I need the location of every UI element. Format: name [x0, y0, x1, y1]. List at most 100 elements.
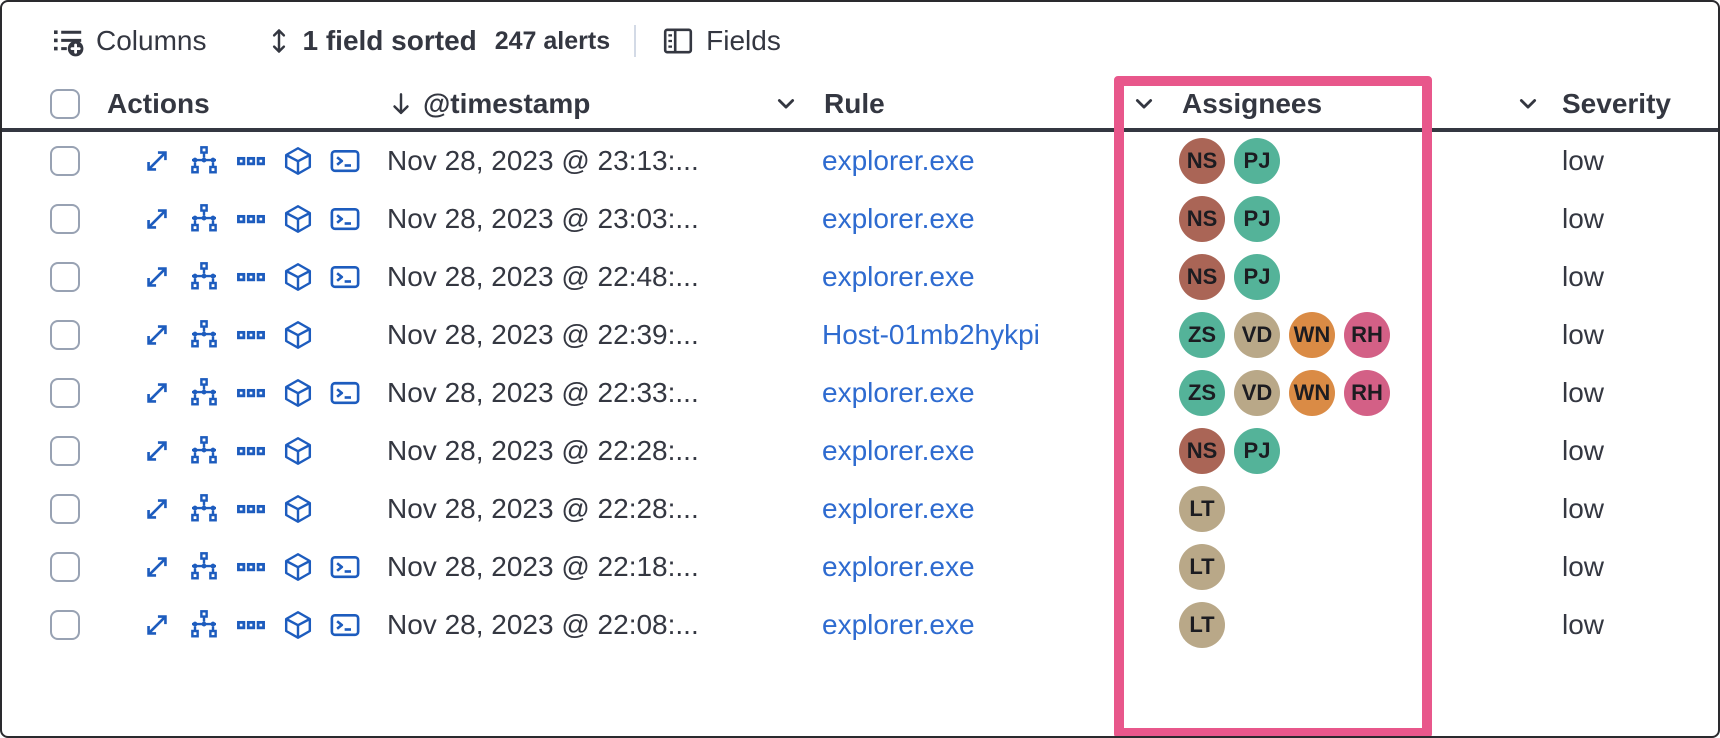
assignee-avatar[interactable]: VD	[1234, 370, 1280, 416]
console-button[interactable]	[330, 146, 360, 176]
more-actions-button[interactable]	[236, 378, 266, 408]
rule-link[interactable]: explorer.exe	[822, 435, 975, 466]
row-checkbox[interactable]	[50, 146, 80, 176]
assignee-avatar[interactable]: VD	[1234, 312, 1280, 358]
analyze-event-button[interactable]	[189, 320, 219, 350]
sorted-fields-button[interactable]: 1 field sorted	[264, 25, 477, 57]
session-view-button[interactable]	[283, 146, 313, 176]
row-checkbox[interactable]	[50, 552, 80, 582]
assignee-avatar[interactable]: LT	[1179, 544, 1225, 590]
alerts-toolbar: Columns 1 field sorted 247 alerts Fields	[2, 2, 1718, 80]
assignee-avatar[interactable]: PJ	[1234, 196, 1280, 242]
analyze-event-button[interactable]	[189, 552, 219, 582]
severity-cell: low	[1562, 377, 1605, 408]
expand-alert-button[interactable]	[142, 378, 172, 408]
rule-link[interactable]: explorer.exe	[822, 203, 975, 234]
expand-alert-button[interactable]	[142, 610, 172, 640]
rule-link[interactable]: explorer.exe	[822, 493, 975, 524]
assignee-avatar[interactable]: NS	[1179, 254, 1225, 300]
analyze-event-button[interactable]	[189, 436, 219, 466]
assignee-avatar[interactable]: WN	[1289, 312, 1335, 358]
row-checkbox[interactable]	[50, 610, 80, 640]
console-button[interactable]	[330, 610, 360, 640]
assignee-avatar[interactable]: NS	[1179, 196, 1225, 242]
rule-link[interactable]: explorer.exe	[822, 261, 975, 292]
session-view-button[interactable]	[283, 204, 313, 234]
rule-link[interactable]: explorer.exe	[822, 377, 975, 408]
assignee-avatar[interactable]: NS	[1179, 428, 1225, 474]
session-view-button[interactable]	[283, 378, 313, 408]
console-button[interactable]	[330, 552, 360, 582]
row-checkbox[interactable]	[50, 262, 80, 292]
columns-button[interactable]: Columns	[52, 25, 206, 57]
analyze-event-button[interactable]	[189, 204, 219, 234]
expand-alert-button[interactable]	[142, 552, 172, 582]
table-row: Nov 28, 2023 @ 22:08:... explorer.exe LT…	[2, 596, 1718, 654]
assignees-cell: LT	[1130, 544, 1514, 590]
console-button[interactable]	[330, 262, 360, 292]
console-button[interactable]	[330, 204, 360, 234]
row-checkbox[interactable]	[50, 378, 80, 408]
more-actions-button[interactable]	[236, 146, 266, 176]
more-actions-button[interactable]	[236, 494, 266, 524]
header-assignees[interactable]: Assignees	[1130, 88, 1514, 120]
expand-alert-button[interactable]	[142, 436, 172, 466]
rule-link[interactable]: explorer.exe	[822, 551, 975, 582]
assignee-avatar[interactable]: ZS	[1179, 312, 1225, 358]
session-view-button[interactable]	[283, 494, 313, 524]
session-view-cube-icon	[284, 379, 312, 407]
header-timestamp[interactable]: @timestamp	[387, 88, 772, 120]
expand-alert-button[interactable]	[142, 320, 172, 350]
chevron-down-icon[interactable]	[1130, 90, 1158, 118]
session-view-button[interactable]	[283, 436, 313, 466]
assignee-avatar[interactable]: RH	[1344, 312, 1390, 358]
more-actions-button[interactable]	[236, 320, 266, 350]
header-severity-label: Severity	[1562, 88, 1671, 119]
rule-link[interactable]: Host-01mb2hykpi	[822, 319, 1040, 350]
more-actions-button[interactable]	[236, 436, 266, 466]
assignee-avatar[interactable]: NS	[1179, 138, 1225, 184]
more-actions-button[interactable]	[236, 610, 266, 640]
header-rule[interactable]: Rule	[772, 88, 1130, 120]
expand-alert-button[interactable]	[142, 204, 172, 234]
row-checkbox[interactable]	[50, 204, 80, 234]
console-icon	[330, 265, 360, 289]
analyze-event-button[interactable]	[189, 378, 219, 408]
more-actions-button[interactable]	[236, 552, 266, 582]
assignee-avatar[interactable]: LT	[1179, 602, 1225, 648]
assignee-avatar[interactable]: LT	[1179, 486, 1225, 532]
session-view-button[interactable]	[283, 610, 313, 640]
console-icon	[330, 207, 360, 231]
select-all-checkbox[interactable]	[50, 89, 80, 119]
rule-link[interactable]: explorer.exe	[822, 145, 975, 176]
chevron-down-icon[interactable]	[772, 90, 800, 118]
assignee-avatar[interactable]: PJ	[1234, 428, 1280, 474]
severity-cell: low	[1562, 551, 1605, 582]
expand-alert-button[interactable]	[142, 494, 172, 524]
assignee-avatar[interactable]: RH	[1344, 370, 1390, 416]
row-checkbox[interactable]	[50, 320, 80, 350]
assignee-avatar[interactable]: PJ	[1234, 138, 1280, 184]
actions-cell	[94, 494, 387, 524]
assignee-avatar[interactable]: ZS	[1179, 370, 1225, 416]
expand-alert-button[interactable]	[142, 262, 172, 292]
assignee-avatar[interactable]: WN	[1289, 370, 1335, 416]
analyze-event-button[interactable]	[189, 146, 219, 176]
session-view-button[interactable]	[283, 262, 313, 292]
assignee-avatar[interactable]: PJ	[1234, 254, 1280, 300]
row-checkbox[interactable]	[50, 436, 80, 466]
console-button[interactable]	[330, 378, 360, 408]
session-view-button[interactable]	[283, 552, 313, 582]
rule-link[interactable]: explorer.exe	[822, 609, 975, 640]
analyze-event-button[interactable]	[189, 494, 219, 524]
expand-alert-button[interactable]	[142, 146, 172, 176]
header-severity[interactable]: Severity	[1514, 88, 1718, 120]
more-actions-button[interactable]	[236, 262, 266, 292]
more-actions-button[interactable]	[236, 204, 266, 234]
chevron-down-icon[interactable]	[1514, 90, 1542, 118]
row-checkbox[interactable]	[50, 494, 80, 524]
session-view-button[interactable]	[283, 320, 313, 350]
analyze-event-button[interactable]	[189, 610, 219, 640]
analyze-event-button[interactable]	[189, 262, 219, 292]
fields-button[interactable]: Fields	[662, 25, 781, 57]
